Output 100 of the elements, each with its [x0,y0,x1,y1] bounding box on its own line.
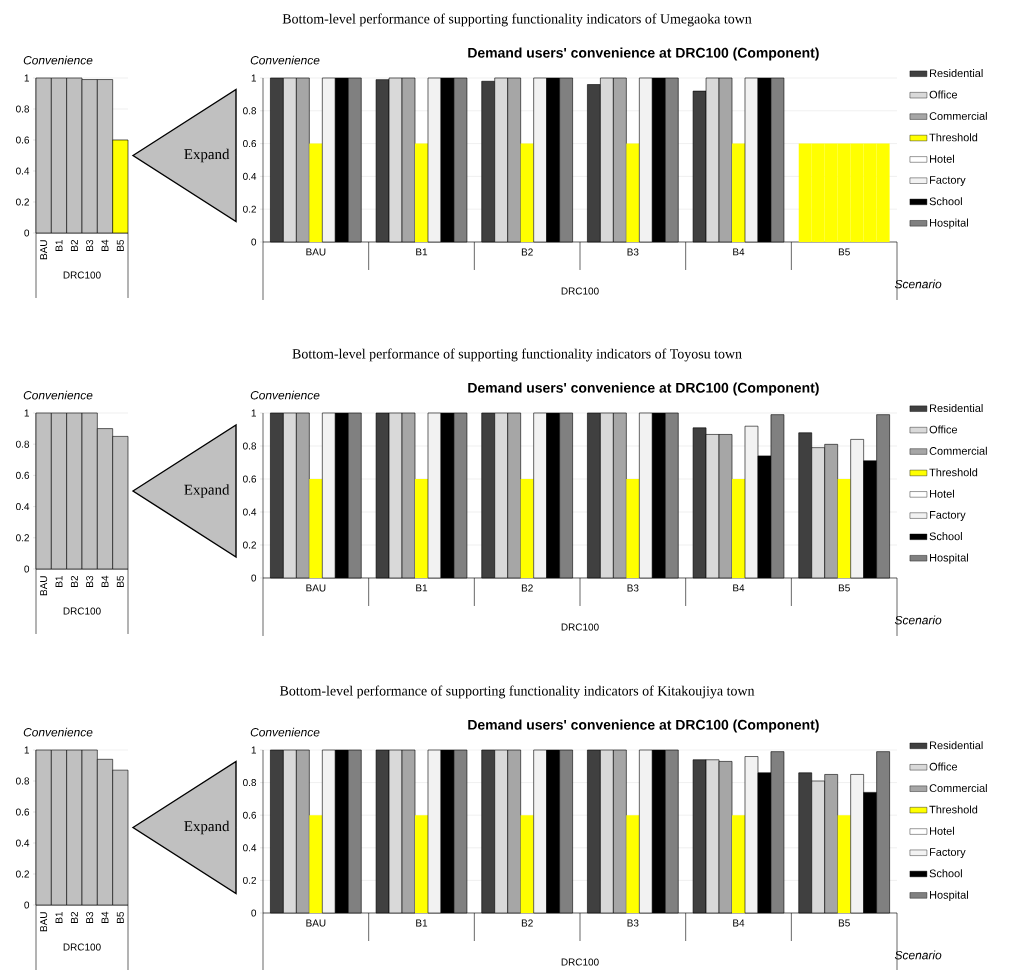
bar [626,815,640,913]
x-tick-label: B1 [416,248,428,256]
y-tick-label: 0.2 [243,541,256,549]
y-tick-label: 0.6 [243,811,257,819]
legend-label: Residential [930,403,983,413]
chart-title: Bottom-level performance of supporting functionality indicators of Kitakoujiya town [279,685,755,699]
legend-label: Office [929,425,958,434]
chart-subtitle: Demand users' convenience at DRC100 (Component) [468,719,819,733]
x-tick-label: BAU [306,248,326,256]
y-tick-label: 0.2 [16,534,29,542]
y-tick-label: 0.2 [16,198,29,206]
legend-label: Threshold [929,805,978,814]
y-axis-title: Convenience [23,55,93,65]
bar [520,143,534,242]
x-tick-label: B3 [627,248,639,256]
x-tick-label: B5 [116,239,124,251]
y-axis-title: Convenience [250,390,320,400]
legend-label: Hospital [930,890,968,901]
y-tick-label: 0.6 [243,140,257,148]
y-axis-title: Convenience [250,55,320,65]
y-tick-label: 0 [24,229,30,237]
y-tick-label: 0.2 [16,870,29,878]
bar [732,815,745,913]
legend-label: Factory [930,176,966,186]
legend-label: Hotel [930,489,954,498]
bar [520,479,534,578]
legend-label: Threshold [929,468,978,477]
legend-label: School [929,532,962,541]
text: Scenario [894,279,942,289]
chart-subtitle: Demand users' convenience at DRC100 (Component) [468,382,819,396]
y-tick-label: 0.6 [16,471,30,479]
y-tick-label: 0.4 [243,508,257,516]
x-tick-label: B2 [70,576,78,587]
bar [626,479,640,578]
x-tick-label: B5 [116,575,124,587]
y-tick-label: 1 [24,746,29,754]
y-tick-label: 0.8 [243,442,257,450]
x-tick-label: B5 [116,911,124,923]
bar [732,479,745,578]
x-tick-label: B5 [838,919,850,927]
x-tick-label: B1 [55,239,63,251]
bar [309,815,323,913]
legend-label: Factory [930,511,966,521]
legend-label: Office [929,762,958,771]
legend-label: Office [929,90,958,99]
bar [732,143,745,242]
bar [837,815,851,913]
chart-title: Bottom-level performance of supporting functionality indicators of Toyosu town [292,348,742,362]
x-tick-label: B1 [55,575,63,587]
x-tick-label: B2 [521,919,533,927]
y-tick-label: 0.8 [16,440,30,448]
legend-label: Hotel [930,826,954,835]
y-tick-label: 0.4 [16,503,30,511]
x-tick-label: B2 [521,248,533,256]
bar [520,815,534,913]
y-tick-label: 0 [251,238,257,246]
y-tick-label: 0.4 [16,839,30,847]
x-tick-label: B1 [416,584,428,592]
x-axis-title: DRC100 [63,943,101,951]
x-tick-label: B5 [838,248,850,256]
x-tick-label: B2 [70,240,78,251]
x-tick-label: B4 [733,584,745,592]
legend-label: School [929,869,962,878]
text: Scenario [894,950,942,960]
x-tick-label: B4 [101,575,109,587]
y-tick-label: 1 [24,409,29,417]
x-axis-title: DRC100 [63,271,101,279]
y-tick-label: 1 [251,74,256,82]
legend-label: Residential [930,69,983,78]
bar [415,479,428,578]
x-tick-label: B4 [733,248,745,256]
bar [415,143,428,242]
y-tick-label: 0.4 [243,172,257,180]
legend-label: School [929,197,962,206]
legend-label: Hospital [930,553,968,564]
x-axis-title: DRC100 [561,623,599,631]
x-tick-label: BAU [40,912,48,932]
x-tick-label: B3 [86,575,94,587]
legend-label: Hotel [930,154,954,163]
x-tick-label: BAU [306,584,326,592]
x-tick-label: B1 [416,919,428,927]
y-tick-label: 0.6 [16,808,30,816]
x-tick-label: BAU [40,576,48,596]
legend-label: Hospital [930,218,968,229]
legend-label: Commercial [929,783,987,793]
text: Expand [184,484,230,498]
y-tick-label: 1 [251,409,256,417]
bar [309,143,323,242]
y-tick-label: 1 [24,74,29,82]
legend-label: Commercial [929,111,987,120]
x-tick-label: BAU [40,240,48,260]
x-axis-title: DRC100 [63,607,101,615]
legend-label: Commercial [929,446,987,455]
y-tick-label: 1 [251,746,256,754]
text: Expand [184,148,230,163]
x-axis-title: DRC100 [561,958,599,966]
y-tick-label: 0.4 [16,167,30,175]
y-tick-label: 0.2 [243,876,256,884]
text: Scenario [894,615,942,625]
x-tick-label: B2 [70,912,78,923]
